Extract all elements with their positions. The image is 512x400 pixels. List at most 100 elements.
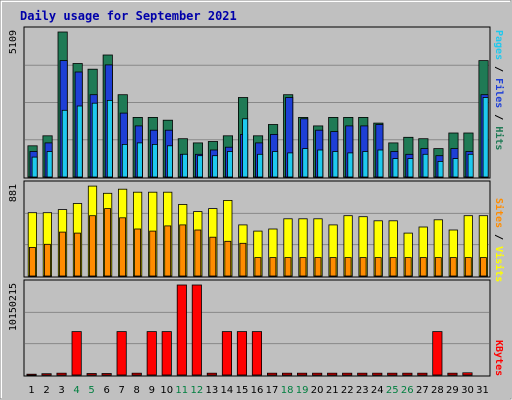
top-panel-legend: Pages / Files / Hits — [493, 30, 505, 150]
legend-sep-3: / — [493, 228, 504, 246]
bar-pages-day-20 — [317, 149, 324, 178]
bar-sites-day-16 — [254, 257, 262, 277]
bar-sites-day-10 — [164, 225, 172, 277]
x-tick-label-day-5: 5 — [88, 385, 94, 396]
bar-sites-day-23 — [359, 257, 367, 277]
bar-pages-day-7 — [121, 143, 128, 178]
bar-kbytes-day-6 — [101, 373, 112, 376]
bar-pages-day-28 — [437, 160, 444, 178]
bar-sites-day-20 — [314, 257, 322, 277]
x-tick-label-day-11: 11 — [175, 385, 188, 396]
bar-pages-day-8 — [136, 142, 143, 178]
bar-pages-day-17 — [272, 151, 279, 178]
bar-sites-day-31 — [479, 257, 487, 277]
bar-pages-day-6 — [106, 100, 113, 178]
bar-kbytes-day-20 — [312, 372, 323, 376]
bar-pages-day-4 — [76, 105, 83, 178]
bar-kbytes-day-3 — [56, 372, 67, 376]
bar-sites-day-26 — [404, 257, 412, 277]
bar-sites-day-22 — [344, 257, 352, 277]
bar-sites-day-18 — [284, 257, 292, 277]
x-tick-label-day-16: 16 — [251, 385, 264, 396]
bar-kbytes-day-12 — [191, 284, 202, 376]
x-tick-label-day-26: 26 — [401, 385, 414, 396]
x-tick-label-day-21: 21 — [326, 385, 339, 396]
bar-pages-day-27 — [422, 153, 429, 178]
x-tick-label-day-28: 28 — [431, 385, 444, 396]
bar-pages-day-5 — [91, 102, 98, 178]
chart-title: Daily usage for September 2021 — [20, 9, 237, 23]
bar-pages-day-1 — [31, 156, 38, 178]
bar-kbytes-day-9 — [146, 331, 157, 376]
bar-sites-day-14 — [224, 240, 232, 277]
x-tick-label-day-30: 30 — [461, 385, 474, 396]
x-tick-label-day-27: 27 — [416, 385, 429, 396]
bar-pages-day-14 — [227, 151, 233, 178]
x-tick-label-day-14: 14 — [221, 385, 234, 396]
bar-kbytes-day-28 — [432, 331, 443, 376]
bar-kbytes-day-10 — [161, 331, 172, 376]
bar-kbytes-day-1 — [26, 373, 37, 376]
bar-kbytes-day-4 — [71, 331, 82, 376]
x-tick-label-day-29: 29 — [446, 385, 459, 396]
x-tick-label-day-18: 18 — [281, 385, 294, 396]
legend-sep-2: / — [493, 108, 504, 126]
bar-sites-day-29 — [449, 257, 457, 277]
bar-pages-day-19 — [302, 148, 309, 178]
legend-visits: Visits — [493, 246, 505, 282]
x-axis-labels: 1 2 3 4 5 6 7 8 9 10 11 12 13 14 15 16 17 18 19 20 21 22 23 24 2… — [28, 385, 489, 396]
bar-sites-day-28 — [434, 257, 442, 277]
bar-sites-day-11 — [179, 224, 187, 277]
bar-sites-day-15 — [239, 242, 247, 277]
bar-sites-day-1 — [28, 246, 36, 277]
bar-kbytes-day-26 — [402, 372, 413, 376]
bar-kbytes-day-27 — [417, 372, 428, 376]
x-tick-label-day-19: 19 — [296, 385, 309, 396]
bar-kbytes-day-22 — [342, 372, 353, 376]
bar-sites-day-4 — [74, 232, 81, 277]
bar-group — [26, 31, 489, 376]
bar-pages-day-9 — [151, 143, 158, 178]
middle-panel-max-label: 881 — [8, 184, 19, 202]
legend-kbytes: KBytes — [493, 340, 504, 376]
bar-kbytes-day-19 — [296, 372, 308, 376]
bar-sites-day-3 — [59, 231, 66, 277]
bar-kbytes-day-11 — [176, 284, 187, 376]
bar-sites-day-12 — [194, 229, 202, 277]
bar-pages-day-22 — [347, 152, 354, 178]
middle-panel-legend: Sites / Visits — [493, 198, 505, 282]
bar-sites-day-25 — [389, 257, 397, 277]
x-tick-label-day-13: 13 — [206, 385, 219, 396]
x-tick-label-day-24: 24 — [371, 385, 384, 396]
x-tick-label-day-4: 4 — [73, 385, 79, 396]
bar-pages-day-10 — [166, 145, 173, 178]
bar-pages-day-2 — [46, 151, 53, 178]
x-tick-label-day-25: 25 — [386, 385, 399, 396]
bar-sites-day-9 — [149, 230, 157, 277]
bar-pages-day-26 — [407, 158, 414, 178]
bar-sites-day-13 — [209, 236, 217, 277]
x-tick-label-day-9: 9 — [149, 385, 155, 396]
legend-sep-1: / — [493, 60, 504, 78]
bar-pages-day-18 — [287, 152, 294, 178]
bar-kbytes-day-8 — [131, 372, 142, 376]
bar-kbytes-day-18 — [281, 372, 293, 376]
bar-sites-day-24 — [374, 257, 382, 277]
bar-sites-day-6 — [104, 208, 111, 277]
bar-kbytes-day-29 — [447, 372, 458, 376]
x-tick-label-day-7: 7 — [119, 385, 125, 396]
bar-sites-day-19 — [299, 257, 307, 277]
bar-pages-day-23 — [362, 151, 369, 178]
bar-pages-day-15 — [242, 118, 249, 178]
bar-pages-day-11 — [181, 153, 188, 178]
x-tick-label-day-1: 1 — [28, 385, 34, 396]
x-tick-label-day-2: 2 — [43, 385, 49, 396]
bar-pages-day-30 — [467, 153, 474, 178]
bar-kbytes-day-21 — [327, 372, 338, 376]
legend-files: Files — [493, 78, 505, 108]
bar-sites-day-21 — [329, 257, 337, 277]
legend-pages: Pages — [493, 30, 504, 60]
bar-kbytes-day-14 — [221, 331, 233, 376]
bar-pages-day-21 — [332, 151, 339, 178]
bar-pages-day-16 — [257, 153, 264, 178]
